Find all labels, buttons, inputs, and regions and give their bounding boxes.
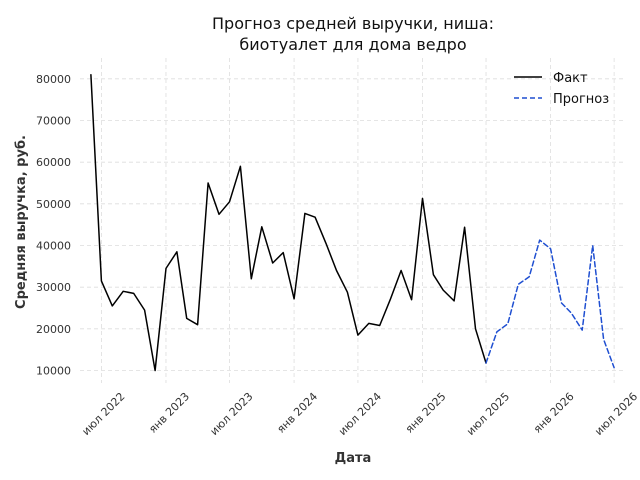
x-tick-label: июл 2024 (336, 390, 384, 438)
x-tick-label: июл 2025 (464, 390, 512, 438)
chart-title-line-1: Прогноз средней выручки, ниша: (212, 14, 494, 33)
x-tick-label: янв 2026 (531, 390, 577, 436)
legend-label-fact: Факт (553, 71, 588, 86)
x-tick-label: янв 2025 (403, 390, 449, 436)
y-tick-label: 10000 (36, 365, 71, 378)
grid-layer (80, 58, 625, 383)
y-axis-title: Средняя выручка, руб. (14, 135, 29, 309)
x-tick-label: июл 2023 (208, 390, 256, 438)
x-tick-label: июл 2022 (79, 390, 127, 438)
chart-title-line-2: биотуалет для дома ведро (239, 35, 466, 54)
y-tick-label: 60000 (36, 156, 71, 169)
legend-label-forecast: Прогноз (553, 92, 609, 107)
tick-layer: 10000 20000 30000 40000 50000 60000 70000 80000… (36, 73, 640, 438)
x-tick-label: июл 2026 (592, 390, 640, 438)
legend: Факт Прогноз (514, 71, 609, 107)
x-tick-label: янв 2023 (146, 390, 192, 436)
x-tick-label: янв 2024 (274, 390, 320, 436)
y-tick-label: 40000 (36, 240, 71, 253)
series-line-forecast (485, 239, 615, 369)
y-tick-label: 50000 (36, 198, 71, 211)
y-tick-label: 80000 (36, 73, 71, 86)
y-tick-label: 70000 (36, 115, 71, 128)
series-layer (90, 73, 615, 372)
series-line-fact (90, 73, 487, 372)
y-tick-label: 30000 (36, 281, 71, 294)
y-tick-label: 20000 (36, 323, 71, 336)
x-axis-title: Дата (335, 451, 372, 466)
